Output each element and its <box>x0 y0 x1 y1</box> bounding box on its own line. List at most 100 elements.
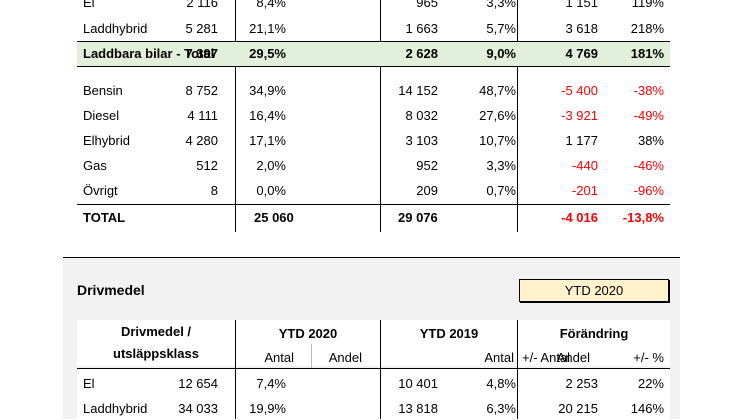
change-pct: 146% <box>630 401 664 416</box>
row-label: Gas <box>83 158 107 173</box>
column-divider-minor <box>311 344 312 368</box>
period-box: YTD 2020 <box>519 279 669 302</box>
ytd2020-andel: 17,1% <box>249 133 286 148</box>
col-header-ytd2019: YTD 2019 <box>419 326 479 341</box>
change-antal: -201 <box>571 183 598 198</box>
table-row: Övrigt 8 0,0% 209 0,7% -201 -96% <box>77 179 670 202</box>
change-pct: 218% <box>630 21 664 36</box>
change-antal: 1 177 <box>565 133 598 148</box>
row-divider <box>77 41 670 42</box>
table-row: Gas 512 2,0% 952 3,3% -440 -46% <box>77 154 670 177</box>
row-divider <box>77 204 670 205</box>
change-pct: 119% <box>631 0 664 10</box>
ytd2020-antal: 4 111 <box>187 108 218 123</box>
ytd2020-andel: 8,4% <box>256 0 286 10</box>
row-label: TOTAL <box>83 210 126 225</box>
ytd2019-andel: 3,3% <box>486 0 516 10</box>
col-header-forandring: Förändring <box>559 326 629 341</box>
column-divider <box>235 320 236 419</box>
ytd2020-andel: 19,9% <box>249 401 286 416</box>
column-divider <box>380 0 381 232</box>
table-row: Laddhybrid 34 033 19,9% 13 818 6,3% 20 2… <box>77 397 670 420</box>
table-row: Diesel 4 111 16,4% 8 032 27,6% -3 921 -4… <box>77 104 670 127</box>
row-label: Diesel <box>83 108 120 123</box>
table-header-bg <box>77 320 670 366</box>
ytd2019-andel: 9,0% <box>486 46 516 61</box>
row-label: Laddhybrid <box>83 401 148 416</box>
ytd2020-antal: 12 654 <box>178 376 218 391</box>
ytd2020-antal: 5 281 <box>185 21 218 36</box>
row-label: Bensin <box>83 83 123 98</box>
col-header-ytd2020: YTD 2020 <box>278 326 338 341</box>
column-divider <box>517 320 518 419</box>
ytd2020-andel: 0,0% <box>256 183 286 198</box>
table-row-total: TOTAL 25 060 29 076 -4 016 -13,8% <box>77 206 670 229</box>
ytd2020-antal: 8 752 <box>185 83 218 98</box>
change-antal: 1 151 <box>565 0 598 10</box>
row-label: Övrigt <box>83 183 118 198</box>
ytd2020-andel: 7,4% <box>256 376 286 391</box>
ytd2020-antal: 2 116 <box>186 0 218 10</box>
ytd2020-andel: 2,0% <box>256 158 286 173</box>
ytd2019-antal: 1 663 <box>405 21 438 36</box>
change-pct: -96% <box>633 183 664 198</box>
ytd2020-andel: 16,4% <box>249 108 286 123</box>
table-row: Elhybrid 4 280 17,1% 3 103 10,7% 1 177 3… <box>77 129 670 152</box>
ytd2019-antal: 8 032 <box>405 108 438 123</box>
ytd2020-antal: 25 060 <box>254 210 294 225</box>
change-pct: 22% <box>637 376 664 391</box>
table-row: El 2 116 8,4% 965 3,3% 1 151 119% <box>77 0 670 14</box>
section-title: Drivmedel <box>77 282 145 298</box>
ytd2019-antal: 13 818 <box>398 401 438 416</box>
ytd2019-antal: 10 401 <box>398 376 438 391</box>
table-row: Laddhybrid 5 281 21,1% 1 663 5,7% 3 618 … <box>77 17 670 40</box>
table-row-laddbara-total: Laddbara bilar - Total 7 397 29,5% 2 628… <box>77 42 670 66</box>
ytd2019-andel: 4,8% <box>486 376 516 391</box>
ytd2019-antal: 209 <box>416 183 438 198</box>
col-header-antal-2019: Antal <box>484 350 514 365</box>
ytd2019-andel: 5,7% <box>486 21 516 36</box>
change-pct: 38% <box>637 133 664 148</box>
change-antal: 3 618 <box>565 21 598 36</box>
col-header-plus-minus-pct: +/- % <box>633 350 664 365</box>
ytd2019-antal: 29 076 <box>398 210 438 225</box>
ytd2020-andel: 21,1% <box>249 21 286 36</box>
ytd2020-antal: 512 <box>196 158 218 173</box>
column-divider <box>235 0 236 232</box>
row-label: El <box>83 376 95 391</box>
change-antal: -4 016 <box>561 210 598 225</box>
change-antal: 20 215 <box>558 401 598 416</box>
change-antal: 4 769 <box>565 46 598 61</box>
section-top-border <box>63 257 680 258</box>
row-label: Laddhybrid <box>83 21 148 36</box>
change-pct: -38% <box>633 83 664 98</box>
ytd2019-antal: 965 <box>416 0 438 10</box>
col-header-plus-minus-antal: +/- Antal <box>522 350 571 365</box>
change-antal: 2 253 <box>565 376 598 391</box>
body-bg <box>77 369 670 419</box>
col-header-andel-2019b: Andel <box>556 350 590 365</box>
ytd2019-andel: 27,6% <box>479 108 516 123</box>
ytd2020-antal: 7 397 <box>185 46 218 61</box>
col-header-antal-2020: Antal <box>264 350 294 365</box>
row-label: El <box>83 0 95 10</box>
change-pct: -49% <box>633 108 664 123</box>
table-row: El 12 654 7,4% 10 401 4,8% 2 253 22% <box>77 372 670 395</box>
col-header-andel-2020: Andel <box>328 350 362 365</box>
change-pct: -13,8% <box>622 210 664 225</box>
change-antal: -440 <box>571 158 598 173</box>
period-box-label: YTD 2020 <box>564 283 624 298</box>
ytd2020-andel: 34,9% <box>249 83 286 98</box>
change-pct: -46% <box>633 158 664 173</box>
row-divider <box>77 66 670 67</box>
ytd2019-andel: 48,7% <box>479 83 516 98</box>
ytd2020-antal: 8 <box>210 183 218 198</box>
change-antal: -5 400 <box>561 83 598 98</box>
ytd2019-antal: 3 103 <box>405 133 438 148</box>
ytd2019-antal: 2 628 <box>405 46 438 61</box>
ytd2020-andel: 29,5% <box>249 46 286 61</box>
change-antal: -3 921 <box>561 108 598 123</box>
ytd2019-andel: 6,3% <box>486 401 516 416</box>
col-header-drivmedel: Drivmedel / <box>120 324 192 339</box>
change-pct: 181% <box>630 46 664 61</box>
